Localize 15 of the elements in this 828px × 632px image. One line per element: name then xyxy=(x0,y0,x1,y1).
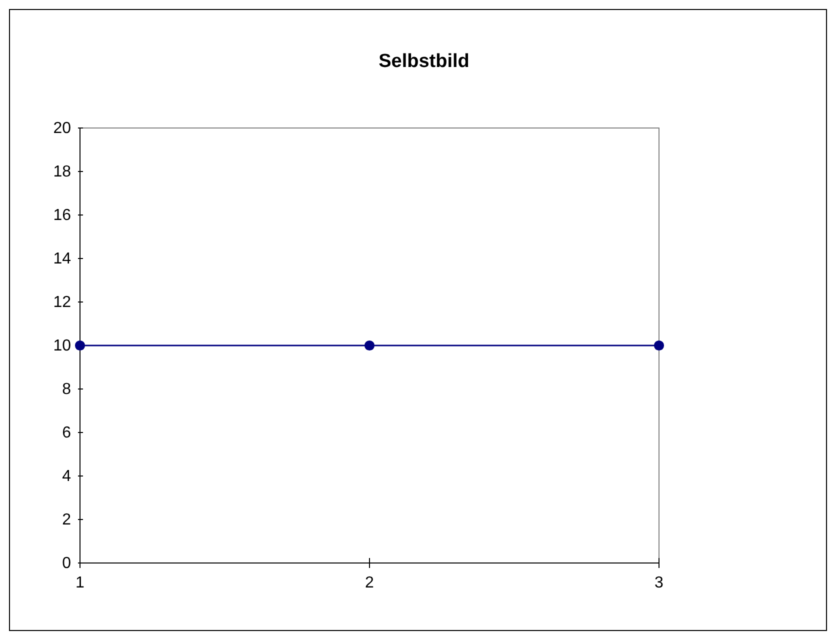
x-tick-label: 1 xyxy=(76,574,85,592)
chart-title: Selbstbild xyxy=(378,51,470,72)
y-tick-label: 6 xyxy=(62,424,72,442)
y-tick-label: 14 xyxy=(53,250,72,268)
x-tick-label: 3 xyxy=(654,574,664,592)
y-tick-label: 12 xyxy=(53,294,72,312)
y-tick-label: 2 xyxy=(62,512,72,529)
y-tick-label: 10 xyxy=(53,338,72,355)
y-tick-label: 4 xyxy=(62,468,72,486)
y-tick-label: 16 xyxy=(53,207,72,224)
y-tick-label: 18 xyxy=(53,164,72,181)
x-tick-label: 2 xyxy=(365,574,374,592)
y-tick-label: 8 xyxy=(62,381,72,398)
y-tick-label: 20 xyxy=(53,120,72,138)
y-tick-label: 0 xyxy=(62,555,72,572)
